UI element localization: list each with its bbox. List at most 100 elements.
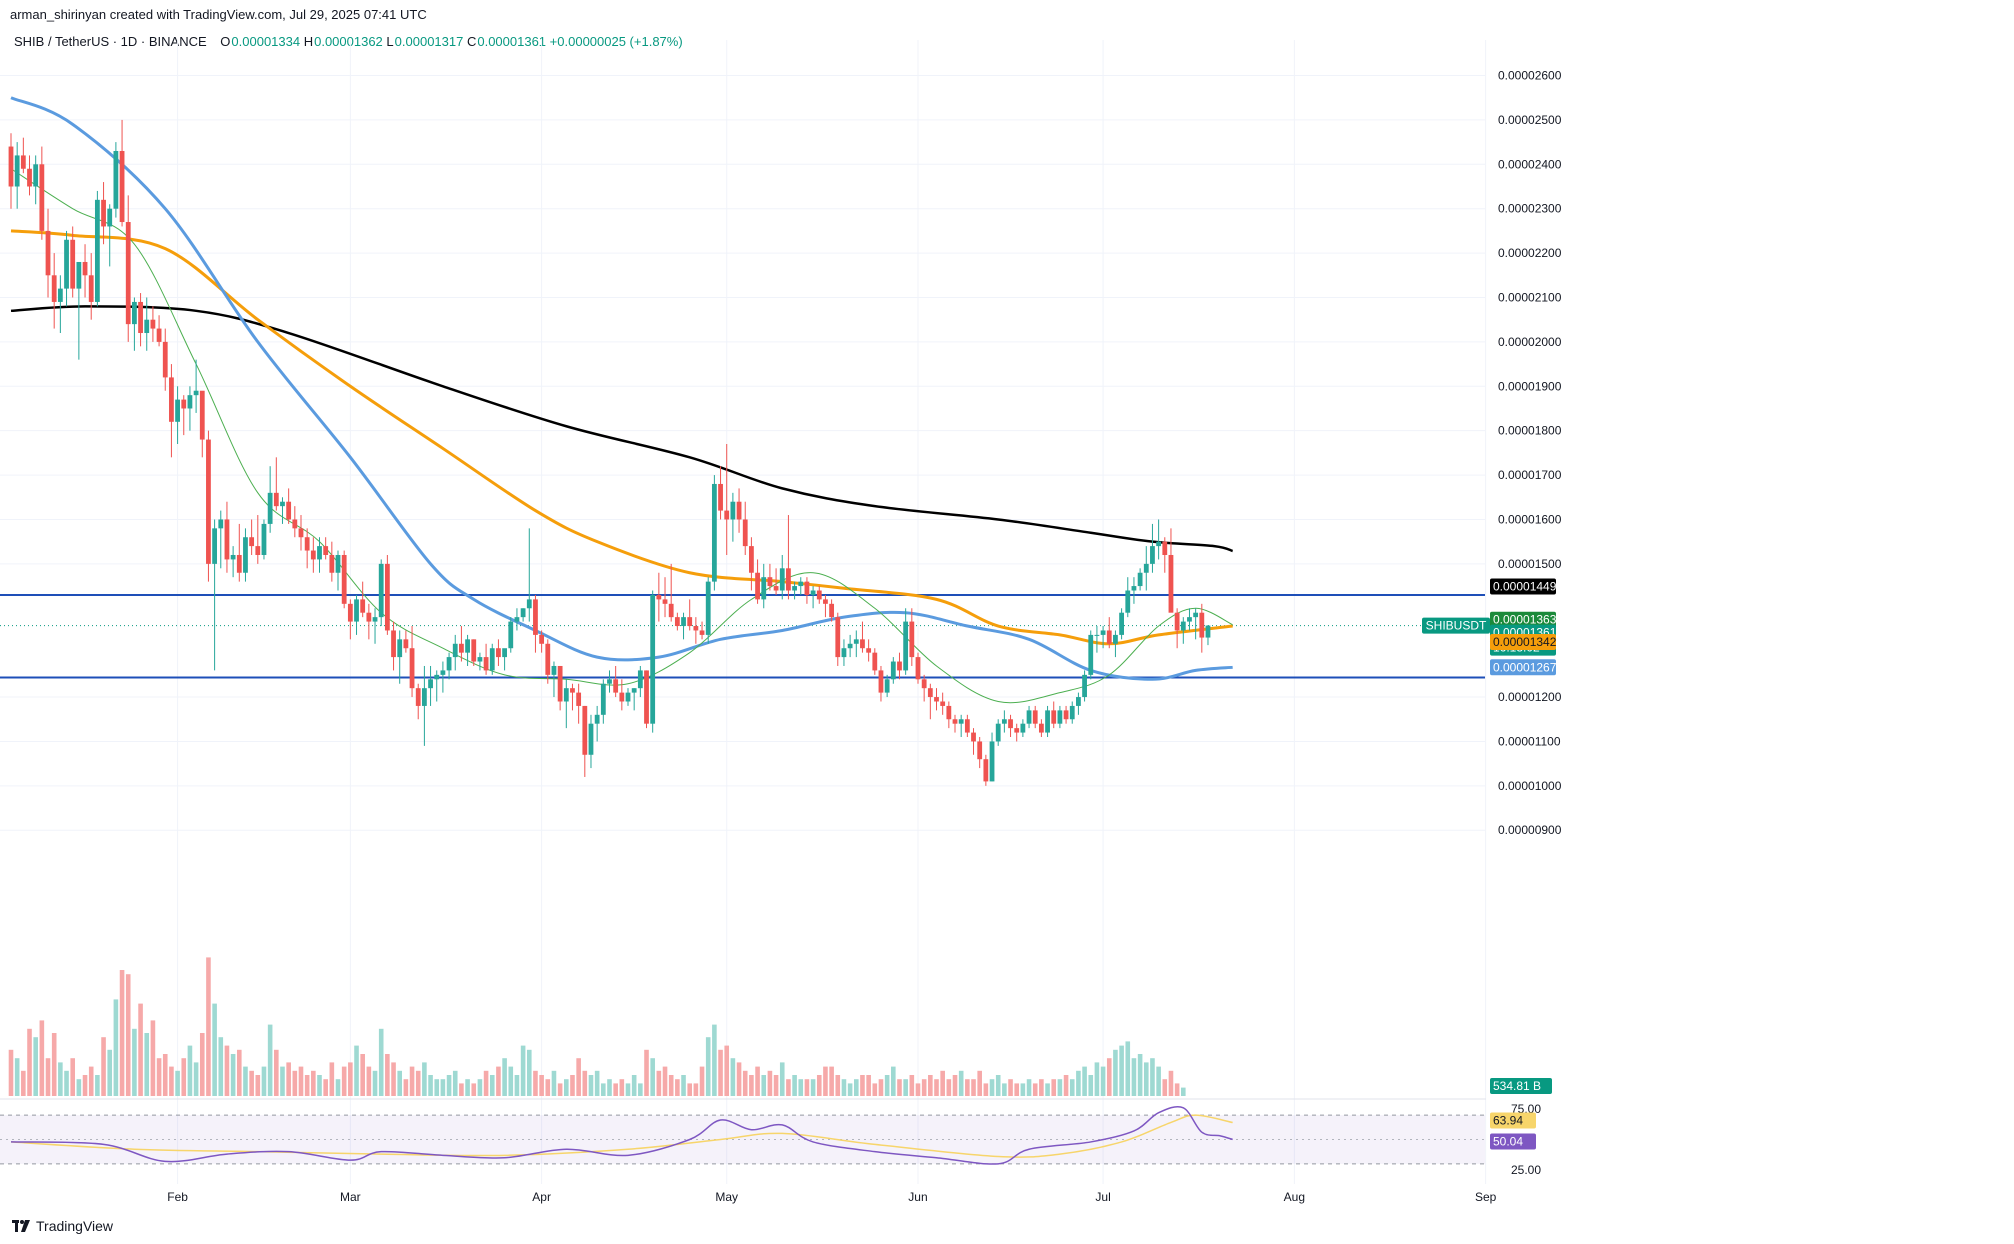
candle-body xyxy=(261,523,267,555)
close-value: 0.00001361 xyxy=(477,34,547,49)
candle-body xyxy=(934,697,939,702)
candle xyxy=(459,626,464,662)
candle xyxy=(1174,608,1180,649)
volume-bar xyxy=(1014,1083,1020,1096)
volume-bar xyxy=(274,1049,279,1096)
candle xyxy=(767,563,773,591)
candle xyxy=(372,608,378,644)
symbol-info: SHIB / TetherUS · 1D · BINANCE xyxy=(14,34,207,49)
candle-body xyxy=(853,639,859,644)
volume-bar xyxy=(1181,1087,1186,1096)
volume-bar xyxy=(594,1070,600,1096)
candle-body xyxy=(1088,634,1094,675)
candle xyxy=(711,475,717,591)
candle xyxy=(903,608,909,675)
candle xyxy=(779,554,785,600)
candle xyxy=(489,643,495,675)
candle-body xyxy=(366,612,372,622)
candle xyxy=(742,501,748,555)
candle xyxy=(27,155,32,196)
rsi-panel xyxy=(0,1105,1485,1165)
candle xyxy=(761,563,767,609)
candle xyxy=(249,519,255,555)
candle xyxy=(255,515,261,564)
candle xyxy=(681,612,686,640)
volume-bar xyxy=(8,1049,14,1096)
candle xyxy=(310,537,316,573)
candle-body xyxy=(897,661,902,671)
candle-body xyxy=(440,670,446,675)
candle-body xyxy=(483,657,489,671)
volume-bar xyxy=(718,1049,723,1096)
candle xyxy=(1162,537,1168,573)
candle xyxy=(391,621,396,671)
price-badge: 0.00001363 xyxy=(1493,613,1557,627)
candle xyxy=(1168,528,1174,613)
price-axis[interactable]: 0.00002600 0.00002500 0.00002400 0.00002300… xyxy=(1498,69,1562,1177)
time-axis[interactable]: Feb Mar Apr May Jun Jul Aug Sep xyxy=(167,1190,1496,1204)
volume-bar xyxy=(1094,1062,1100,1096)
y-tick-label: 0.00002100 xyxy=(1498,290,1562,304)
candle-body xyxy=(280,501,285,507)
volume-bar xyxy=(786,1079,791,1096)
candle-body xyxy=(866,648,872,653)
candle-body xyxy=(816,590,822,600)
volume-bar xyxy=(1020,1083,1026,1096)
x-tick-label: Apr xyxy=(532,1190,551,1204)
candle-body xyxy=(119,150,125,223)
price-badge: 0.00001267 xyxy=(1493,660,1557,674)
volume-bar xyxy=(958,1070,964,1096)
volume-bar xyxy=(551,1070,557,1096)
candle-body xyxy=(421,688,427,706)
candle-body xyxy=(1020,723,1026,733)
candle-body xyxy=(718,483,723,511)
candle xyxy=(668,563,674,622)
candle-body xyxy=(1063,710,1069,720)
candle-body xyxy=(582,705,588,755)
y-tick-label: 0.00001700 xyxy=(1498,468,1562,482)
volume-bar xyxy=(526,1049,532,1096)
candle xyxy=(360,581,366,618)
volume-bar xyxy=(1150,1058,1155,1096)
candle-body xyxy=(341,554,347,604)
volume-bar xyxy=(51,1033,57,1096)
volume-bar xyxy=(619,1079,625,1096)
candle-body xyxy=(829,603,835,618)
candle xyxy=(637,665,643,698)
candle-body xyxy=(903,621,909,671)
volume-bar xyxy=(1162,1079,1168,1096)
x-tick-label: Sep xyxy=(1475,1190,1497,1204)
tradingview-logo[interactable]: TradingView xyxy=(12,1218,113,1234)
volume-bar xyxy=(891,1066,896,1096)
candle xyxy=(798,577,804,595)
candle-body xyxy=(286,501,292,520)
candle xyxy=(792,581,797,600)
y-tick-label: 0.00001500 xyxy=(1498,557,1562,571)
volume-bar xyxy=(1057,1079,1063,1096)
candle xyxy=(533,594,538,653)
volume-bar xyxy=(82,1075,88,1096)
candle-body xyxy=(884,679,890,693)
volume-bar xyxy=(934,1079,939,1096)
volume-bar xyxy=(588,1075,594,1096)
candle-body xyxy=(64,239,69,289)
volume-bar xyxy=(755,1066,760,1096)
volume-bar xyxy=(224,1045,230,1096)
candle xyxy=(51,253,57,329)
candle-body xyxy=(113,150,119,209)
candle-body xyxy=(329,554,335,573)
change-value: +0.00000025 (+1.87%) xyxy=(549,34,683,49)
volume-bar xyxy=(58,1062,63,1096)
y-tick-label: 0.00000900 xyxy=(1498,823,1562,837)
candle xyxy=(88,253,94,320)
candle xyxy=(292,506,298,538)
volume-bar xyxy=(27,1028,32,1096)
candle xyxy=(94,190,100,307)
volume-bar xyxy=(502,1058,507,1096)
candle-body xyxy=(792,586,797,591)
candle xyxy=(354,594,359,635)
candle xyxy=(403,630,409,653)
candle-body xyxy=(1113,634,1118,644)
candle-body xyxy=(761,577,767,600)
